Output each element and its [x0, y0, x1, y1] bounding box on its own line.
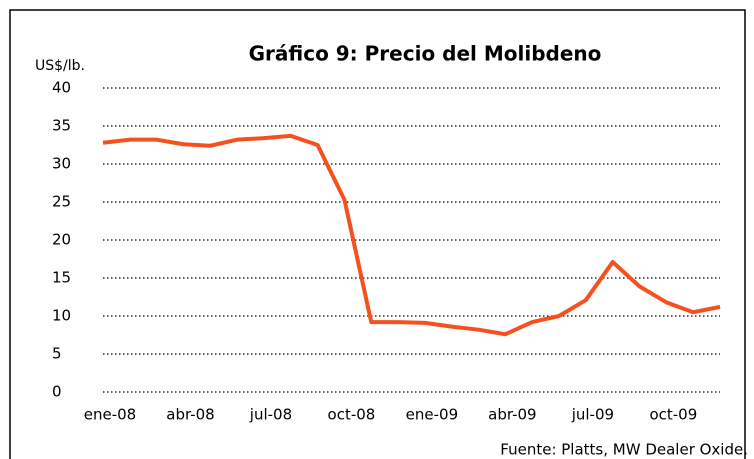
y-tick-label: 20 — [52, 231, 71, 249]
chart-frame — [9, 9, 746, 459]
y-tick-label: 5 — [52, 345, 62, 363]
chart-title: Gráfico 9: Precio del Molibdeno — [249, 42, 602, 66]
x-tick-label: abr-09 — [488, 406, 536, 424]
x-tick-label: oct-08 — [328, 406, 376, 424]
y-tick-label: 30 — [52, 155, 71, 173]
y-tick-label: 0 — [52, 383, 62, 401]
y-tick-label: 35 — [52, 117, 71, 135]
y-tick-label: 10 — [52, 307, 71, 325]
data-line — [102, 133, 721, 337]
x-tick-label: ene-09 — [406, 406, 458, 424]
y-tick-label: 15 — [52, 269, 71, 287]
y-axis-label: US$/lb. — [35, 58, 85, 74]
y-tick-label: 25 — [52, 193, 71, 211]
source-note: Fuente: Platts, MW Dealer Oxide. — [500, 441, 748, 459]
x-tick-label: jul-09 — [571, 406, 614, 424]
y-tick-label: 40 — [52, 79, 71, 97]
x-tick-label: abr-08 — [166, 406, 214, 424]
x-tick-label: oct-09 — [649, 406, 697, 424]
x-tick-label: ene-08 — [84, 406, 136, 424]
x-tick-label: jul-08 — [249, 406, 292, 424]
